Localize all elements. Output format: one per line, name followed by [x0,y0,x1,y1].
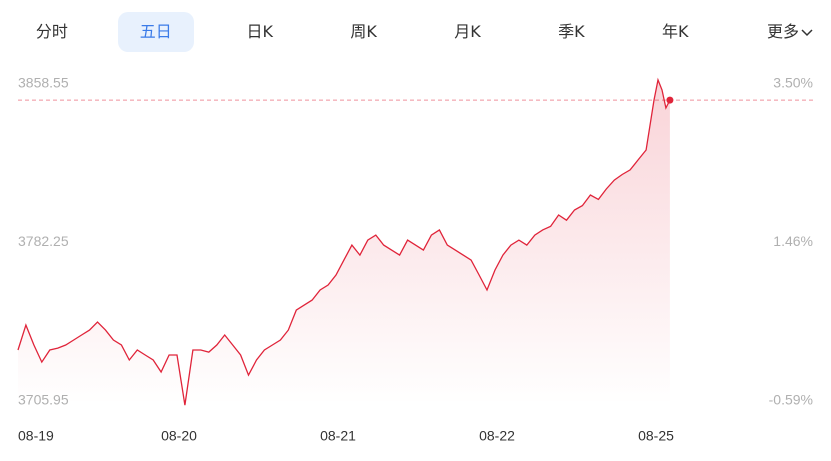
period-tab[interactable]: 周K [312,12,416,52]
period-tab[interactable]: 日K [208,12,312,52]
x-tick-label: 08-20 [161,428,197,444]
x-tick-label: 08-21 [320,428,356,444]
tab-label: 周K [350,22,377,41]
period-tab[interactable]: 月K [416,12,520,52]
tab-label: 季K [558,22,585,41]
period-tab[interactable]: 更多 [727,12,831,52]
tab-label: 日K [246,22,273,41]
y2-tick-label: 1.46% [773,233,813,249]
period-tabs: 分时 五日 日K 周K 月K 季K 年K 更多 [0,12,831,52]
period-tab[interactable]: 分时 [0,12,104,52]
y2-tick-label: 3.50% [773,75,813,91]
tab-label: 月K [454,22,481,41]
last-price-dot [666,96,674,104]
y-tick-label: 3782.25 [18,233,69,249]
tab-label: 五日 [117,12,194,52]
chevron-icon [801,29,813,37]
tab-label: 分时 [35,22,68,41]
tab-label: 年K [661,22,689,41]
price-line [17,77,671,406]
period-tab[interactable]: 年K [623,12,727,52]
y2-tick-label: -0.59% [769,392,813,408]
x-tick-label: 08-22 [479,428,515,444]
period-tab[interactable]: 五日 [104,12,208,52]
y-tick-label: 3858.55 [18,75,69,91]
x-tick-label: 08-25 [638,428,674,444]
tab-label: 更多 [767,22,800,41]
area-fill [18,79,670,406]
x-tick-label: 08-19 [18,428,54,444]
period-tab[interactable]: 季K [519,12,623,52]
